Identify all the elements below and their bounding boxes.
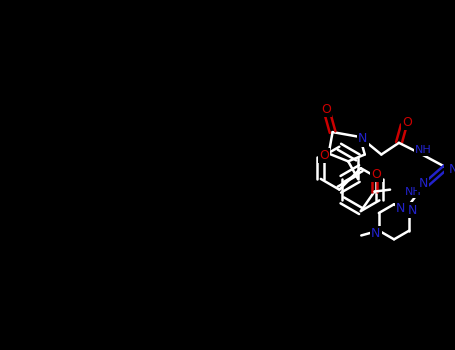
Text: NH: NH bbox=[405, 187, 422, 197]
Text: O: O bbox=[319, 149, 329, 162]
Text: N: N bbox=[396, 202, 405, 215]
Text: O: O bbox=[321, 103, 331, 116]
Text: NH: NH bbox=[415, 145, 432, 155]
Text: O: O bbox=[371, 168, 381, 181]
Text: N: N bbox=[371, 227, 380, 240]
Text: O: O bbox=[402, 116, 412, 129]
Text: N: N bbox=[358, 132, 368, 145]
Text: N: N bbox=[408, 204, 417, 217]
Text: N: N bbox=[419, 177, 428, 190]
Text: N: N bbox=[449, 163, 455, 176]
